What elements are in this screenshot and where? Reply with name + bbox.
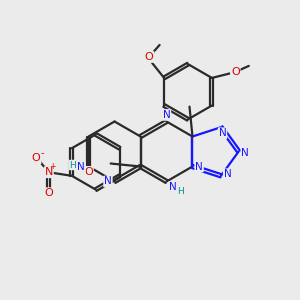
Text: N: N xyxy=(224,169,232,179)
Text: O: O xyxy=(84,167,93,177)
Text: N: N xyxy=(195,161,203,172)
Text: H: H xyxy=(177,188,183,196)
Text: +: + xyxy=(49,162,56,171)
Text: N: N xyxy=(169,182,176,193)
Text: N: N xyxy=(242,148,249,158)
Text: N: N xyxy=(163,110,170,120)
Text: H: H xyxy=(70,160,76,169)
Text: N: N xyxy=(77,161,85,172)
Text: -: - xyxy=(41,148,44,158)
Text: O: O xyxy=(231,67,240,77)
Text: N: N xyxy=(104,176,112,187)
Text: O: O xyxy=(32,153,40,164)
Text: N: N xyxy=(219,128,226,138)
Text: N: N xyxy=(45,167,53,177)
Text: O: O xyxy=(145,52,154,62)
Text: O: O xyxy=(44,188,53,198)
